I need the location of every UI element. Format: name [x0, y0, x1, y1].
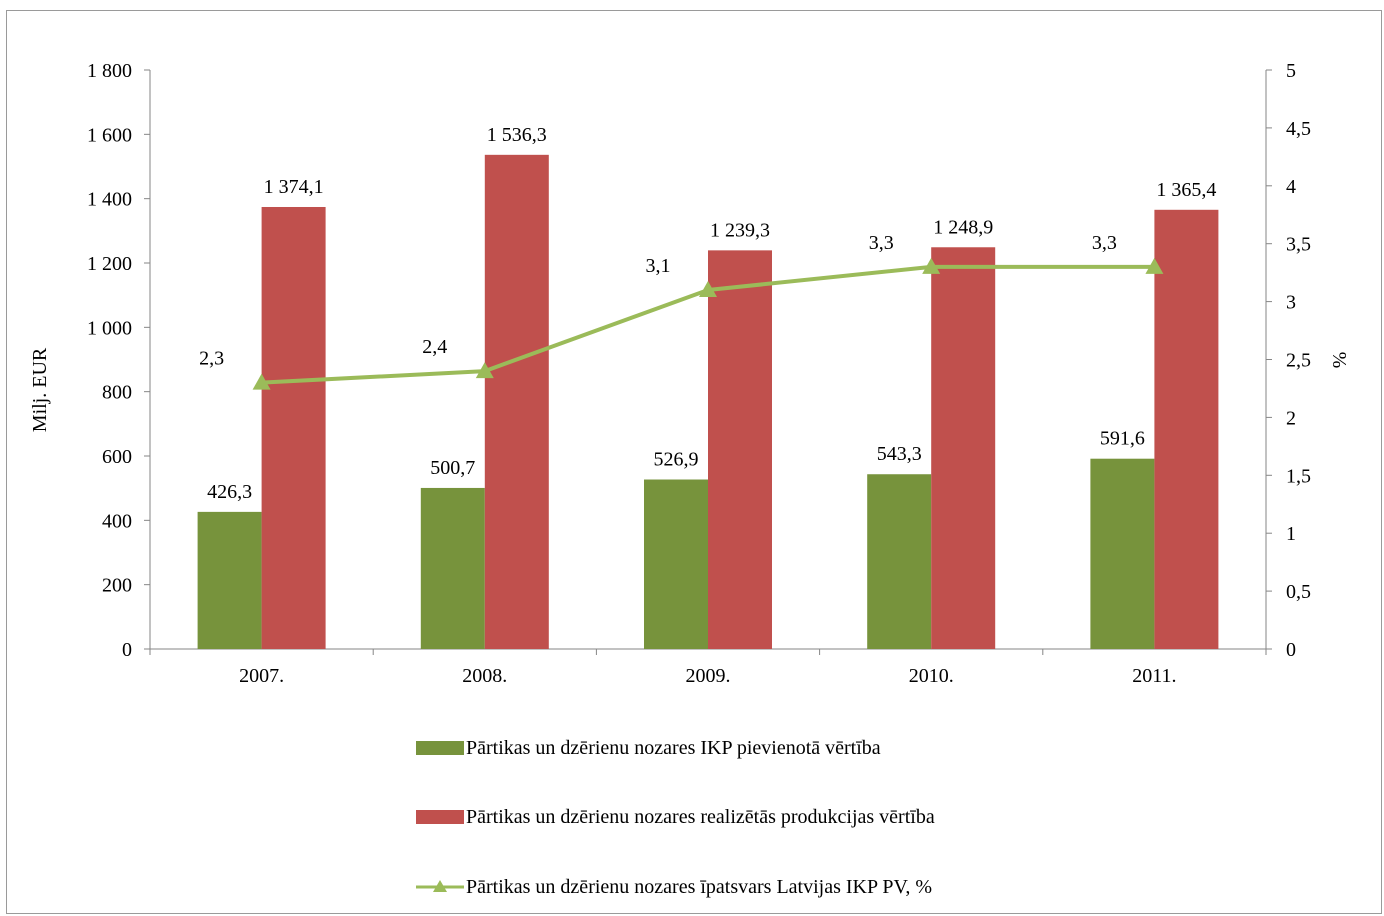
y-axis-title: Milj. EUR [29, 347, 51, 432]
y2-tick-label: 0,5 [1286, 581, 1311, 603]
y2-tick-label: 3 [1286, 292, 1296, 314]
y-tick-label: 1 000 [87, 317, 132, 339]
x-tick-label: 2010. [909, 665, 954, 687]
data-label-share: 3,1 [646, 255, 671, 277]
legend-item-production-value: Pārtikas un dzērienu nozares realizētās … [416, 805, 935, 829]
marker-share [475, 362, 494, 379]
legend-swatch-production-value [416, 810, 464, 824]
legend-label-value-added: Pārtikas un dzērienu nozares IKP pievien… [466, 736, 881, 759]
bar-value-added [1090, 458, 1155, 649]
y2-tick-label: 0 [1286, 639, 1296, 661]
y-tick-label: 400 [102, 510, 132, 532]
data-label-production-value: 1 239,3 [710, 219, 770, 241]
marker-share [922, 257, 941, 274]
data-label-value-added: 426,3 [207, 481, 252, 503]
bar-value-added [644, 479, 708, 649]
bar-production-value [484, 154, 549, 650]
data-label-production-value: 1 248,9 [933, 216, 993, 238]
x-tick-label: 2009. [686, 665, 731, 687]
bar-production-value [261, 206, 326, 649]
data-label-share: 2,3 [199, 348, 224, 370]
data-label-share: 2,4 [422, 336, 447, 358]
legend-label-production-value: Pārtikas un dzērienu nozares realizētās … [466, 805, 935, 828]
data-label-value-added: 591,6 [1100, 428, 1145, 450]
marker-share [699, 281, 717, 298]
y2-tick-label: 4 [1286, 176, 1296, 198]
bar-production-value [1154, 209, 1219, 649]
legend-label-share: Pārtikas un dzērienu nozares īpatsvars L… [466, 875, 933, 898]
y-tick-label: 200 [102, 575, 132, 597]
bar-production-value [708, 250, 772, 649]
y-tick-label: 600 [102, 446, 132, 468]
data-label-value-added: 526,9 [654, 449, 699, 471]
y2-axis-title: % [1328, 352, 1350, 369]
y2-tick-label: 1 [1286, 523, 1296, 545]
marker-share [252, 373, 271, 390]
y2-tick-label: 4,5 [1286, 118, 1311, 140]
bar-value-added [867, 474, 932, 649]
y-tick-label: 800 [102, 382, 132, 404]
y-tick-label: 1 600 [87, 124, 132, 146]
bar-value-added [420, 487, 485, 649]
data-label-production-value: 1 365,4 [1156, 179, 1216, 201]
bar-production-value [931, 247, 996, 649]
x-tick-label: 2011. [1132, 665, 1176, 687]
y-tick-label: 1 200 [87, 253, 132, 275]
legend-item-value-added: Pārtikas un dzērienu nozares IKP pievien… [416, 736, 881, 760]
data-label-value-added: 500,7 [430, 457, 475, 479]
legend-swatch-value-added [416, 741, 464, 755]
bar-value-added [197, 511, 262, 649]
y-tick-label: 1 400 [87, 189, 132, 211]
x-tick-label: 2008. [462, 665, 507, 687]
y2-tick-label: 1,5 [1286, 465, 1311, 487]
data-label-production-value: 1 536,3 [487, 124, 547, 146]
legend-item-share: Pārtikas un dzērienu nozares īpatsvars L… [416, 875, 932, 899]
x-tick-label: 2007. [239, 665, 284, 687]
data-label-value-added: 543,3 [877, 443, 922, 465]
legend-swatch-share [416, 880, 464, 894]
marker-share [1145, 257, 1164, 274]
data-label-share: 3,3 [1092, 232, 1117, 254]
data-label-production-value: 1 374,1 [264, 176, 324, 198]
y2-tick-label: 2 [1286, 407, 1296, 429]
y2-tick-label: 5 [1286, 60, 1296, 82]
y-tick-label: 0 [122, 639, 132, 661]
y-tick-label: 1 800 [87, 60, 132, 82]
data-label-share: 3,3 [869, 232, 894, 254]
y2-tick-label: 2,5 [1286, 350, 1311, 372]
y2-tick-label: 3,5 [1286, 234, 1311, 256]
